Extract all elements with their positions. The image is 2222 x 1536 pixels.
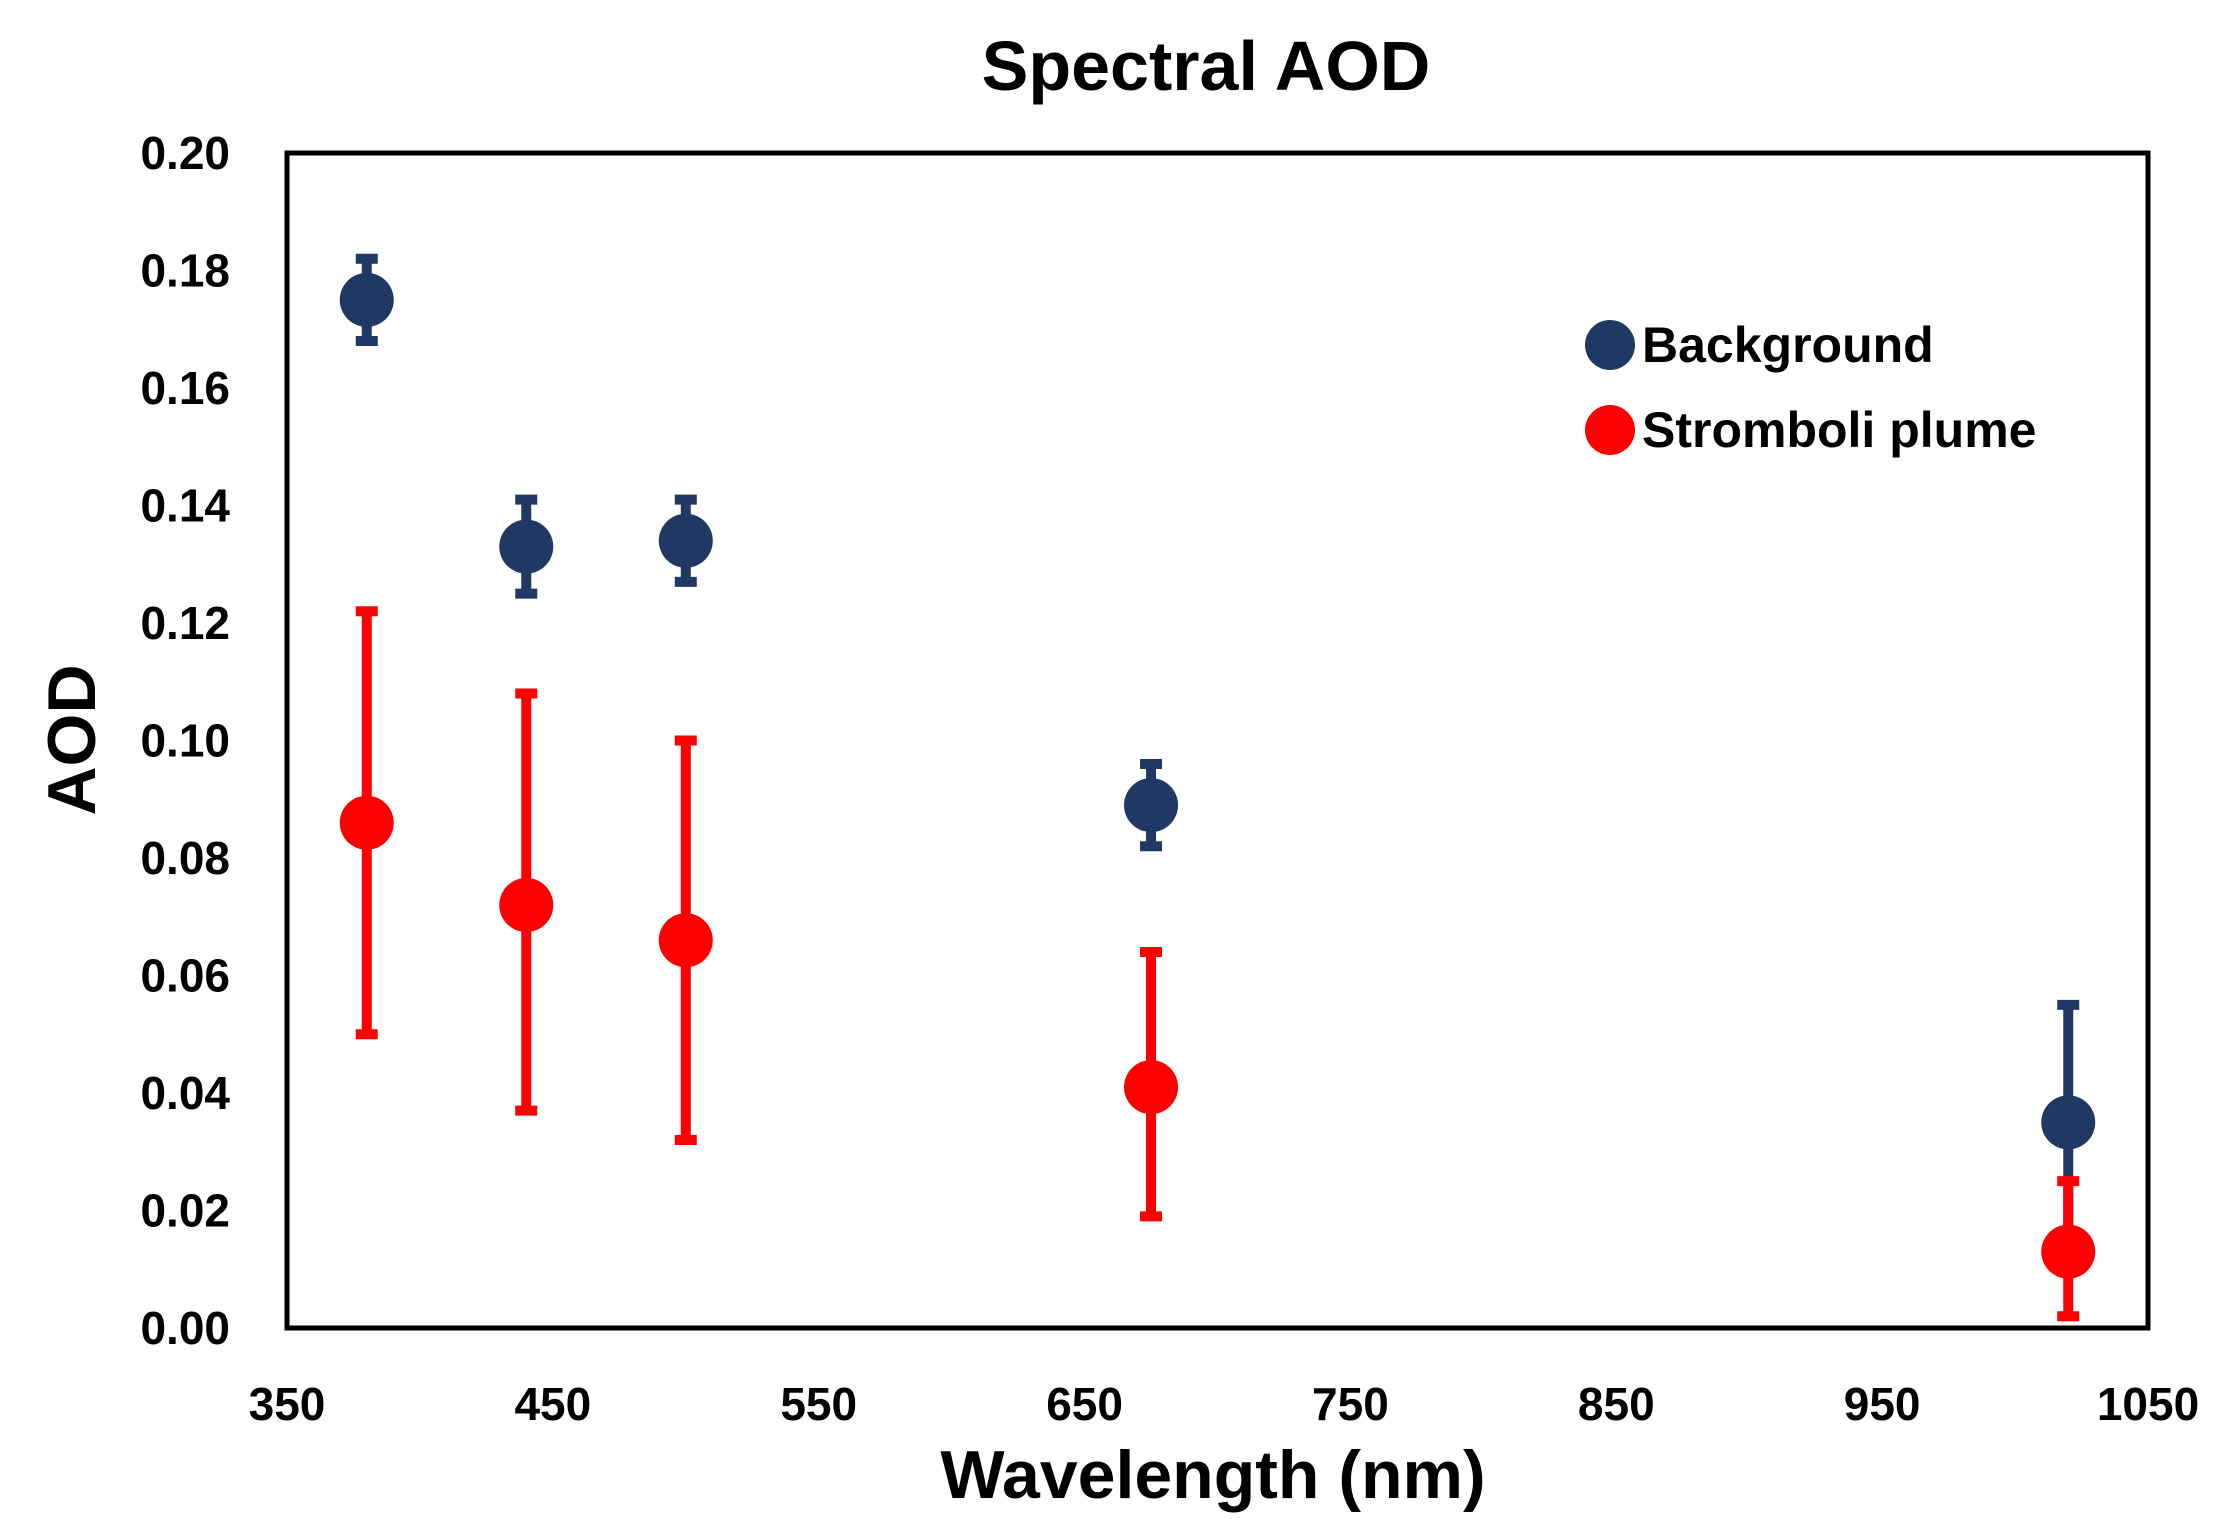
series-layer [339,253,2096,1322]
x-tick-label: 650 [1046,1378,1123,1430]
x-tick-label: 1050 [2097,1378,2199,1430]
data-point [2041,1095,2096,1150]
legend-label: Stromboli plume [1642,402,2036,458]
data-point [658,913,713,968]
legend-label: Background [1642,317,1934,373]
y-tick-label: 0.12 [140,597,230,649]
legend-marker [1585,320,1635,370]
data-point [2041,1224,2096,1279]
x-tick-label: 850 [1578,1378,1655,1430]
y-axis-ticks: 0.00 0.02 0.04 0.06 0.08 0.10 0.12 0.14 0.16 0.18… [140,127,230,1354]
y-tick-label: 0.20 [140,127,230,179]
data-point [499,878,554,932]
data-point [658,513,713,568]
x-tick-label: 750 [1312,1378,1389,1430]
y-tick-label: 0.00 [140,1302,230,1354]
y-axis-label: AOD [34,664,110,815]
chart-title: Spectral AOD [982,27,1431,105]
x-axis-ticks: 350 450 550 650 750 850 950 1050 [249,1378,2200,1430]
x-tick-label: 950 [1844,1378,1921,1430]
y-tick-label: 0.08 [140,832,230,884]
x-tick-label: 350 [249,1378,326,1430]
y-tick-label: 0.10 [140,715,230,767]
data-point [499,519,554,574]
x-axis-label: Wavelength (nm) [940,1437,1485,1513]
x-tick-label: 550 [780,1378,857,1430]
data-point [1124,778,1179,833]
y-tick-label: 0.06 [140,950,230,1002]
y-tick-label: 0.18 [140,245,230,297]
y-tick-label: 0.04 [140,1067,230,1119]
data-point [339,272,394,327]
data-point [1124,1060,1179,1115]
data-point [339,795,394,850]
legend-marker [1585,405,1635,455]
series-background [339,253,2096,1245]
series-stromboli-plume [339,606,2096,1322]
legend: Background Stromboli plume [1585,317,2036,458]
x-tick-label: 450 [514,1378,591,1430]
y-tick-label: 0.16 [140,362,230,414]
plot-frame [284,150,2151,1331]
y-tick-label: 0.02 [140,1185,230,1237]
y-tick-label: 0.14 [140,480,230,532]
